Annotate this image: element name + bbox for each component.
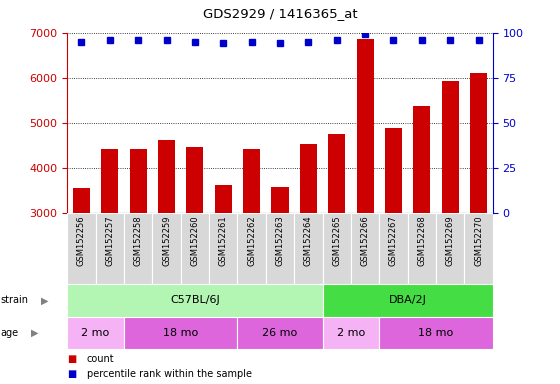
Text: GSM152267: GSM152267	[389, 215, 398, 266]
Text: GSM152256: GSM152256	[77, 215, 86, 266]
Text: GSM152264: GSM152264	[304, 215, 313, 266]
Text: GSM152263: GSM152263	[276, 215, 284, 266]
Bar	[237, 317, 323, 349]
Text: ■: ■	[67, 369, 77, 379]
Text: GSM152259: GSM152259	[162, 215, 171, 266]
Bar	[67, 213, 96, 284]
Text: GSM152258: GSM152258	[134, 215, 143, 266]
Bar	[266, 213, 294, 284]
Text: GDS2929 / 1416365_at: GDS2929 / 1416365_at	[203, 7, 357, 20]
Text: DBA/2J: DBA/2J	[389, 295, 427, 306]
Bar	[101, 149, 118, 213]
Text: 26 mo: 26 mo	[263, 328, 297, 338]
Text: GSM152266: GSM152266	[361, 215, 370, 266]
Text: GSM152265: GSM152265	[332, 215, 341, 266]
Bar	[96, 213, 124, 284]
Text: percentile rank within the sample: percentile rank within the sample	[87, 369, 252, 379]
Bar	[323, 284, 493, 317]
Bar	[67, 317, 124, 349]
Text: GSM152257: GSM152257	[105, 215, 114, 266]
Text: count: count	[87, 354, 114, 364]
Bar	[323, 213, 351, 284]
Bar	[385, 128, 402, 213]
Bar	[181, 213, 209, 284]
Text: 2 mo: 2 mo	[337, 328, 365, 338]
Text: age: age	[1, 328, 18, 338]
Bar	[243, 149, 260, 213]
Text: GSM152269: GSM152269	[446, 215, 455, 266]
Bar	[379, 213, 408, 284]
Text: 18 mo: 18 mo	[418, 328, 454, 338]
Text: GSM152261: GSM152261	[219, 215, 228, 266]
Text: GSM152260: GSM152260	[190, 215, 199, 266]
Bar	[129, 149, 147, 213]
Text: GSM152262: GSM152262	[247, 215, 256, 266]
Bar	[436, 213, 464, 284]
Text: 2 mo: 2 mo	[81, 328, 110, 338]
Text: ▶: ▶	[41, 295, 48, 306]
Bar	[124, 213, 152, 284]
Bar	[152, 213, 181, 284]
Bar	[442, 81, 459, 213]
Text: ■: ■	[67, 354, 77, 364]
Bar	[73, 188, 90, 213]
Bar	[470, 73, 487, 213]
Bar	[237, 213, 266, 284]
Bar	[464, 213, 493, 284]
Text: GSM152270: GSM152270	[474, 215, 483, 266]
Bar	[214, 185, 232, 213]
Bar	[209, 213, 237, 284]
Bar	[357, 40, 374, 213]
Bar	[300, 144, 317, 213]
Text: GSM152268: GSM152268	[417, 215, 426, 266]
Bar	[328, 134, 346, 213]
Bar	[323, 317, 379, 349]
Bar	[294, 213, 323, 284]
Bar	[351, 213, 379, 284]
Bar	[413, 106, 431, 213]
Bar	[379, 317, 493, 349]
Text: ▶: ▶	[31, 328, 38, 338]
Bar	[124, 317, 237, 349]
Text: strain: strain	[1, 295, 29, 306]
Bar	[272, 187, 288, 213]
Text: C57BL/6J: C57BL/6J	[170, 295, 220, 306]
Bar	[408, 213, 436, 284]
Bar	[67, 284, 323, 317]
Bar	[158, 140, 175, 213]
Bar	[186, 147, 203, 213]
Text: 18 mo: 18 mo	[163, 328, 198, 338]
